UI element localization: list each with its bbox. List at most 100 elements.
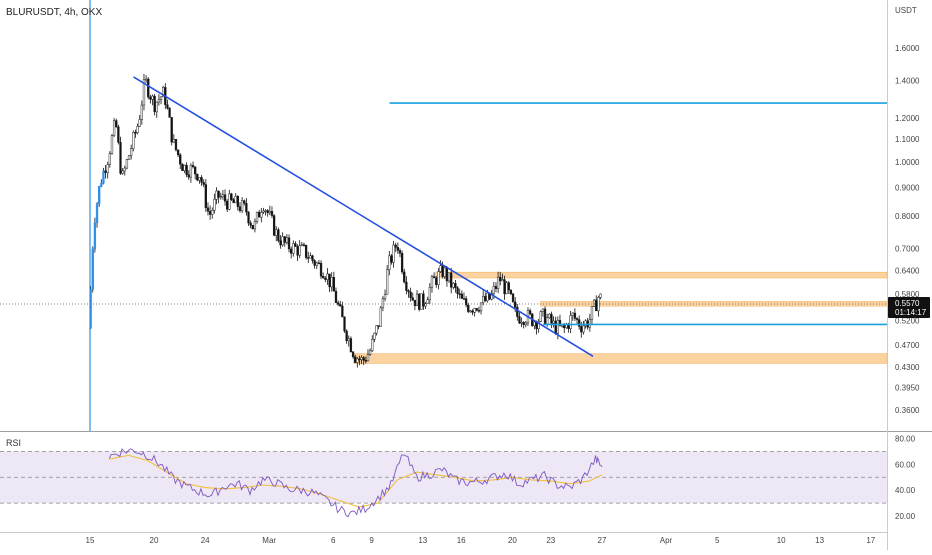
candle-up	[110, 135, 114, 154]
candle-up	[172, 139, 175, 143]
candle-up	[599, 293, 602, 298]
candle	[496, 271, 500, 294]
candle	[405, 276, 408, 295]
candle-up	[121, 170, 124, 174]
candle-down	[208, 210, 212, 215]
candle-down	[176, 149, 180, 156]
candle	[599, 293, 602, 300]
candle	[516, 303, 519, 321]
candle-up	[469, 310, 472, 313]
candle	[226, 198, 229, 213]
candle	[575, 317, 579, 325]
candle-down	[319, 262, 323, 277]
candle	[277, 227, 280, 243]
candle-down	[334, 290, 338, 303]
candle	[251, 224, 254, 230]
time-tick-label: 13	[418, 536, 427, 545]
candle-up	[571, 312, 574, 316]
candle	[415, 290, 419, 306]
time-tick-label: 23	[546, 536, 555, 545]
time-tick-label: 15	[86, 536, 95, 545]
candle	[117, 124, 120, 145]
current-price-tag	[888, 296, 930, 318]
candle	[189, 163, 193, 183]
candle-up	[189, 165, 193, 178]
candle-up	[486, 292, 489, 302]
candle	[366, 349, 370, 362]
candle	[155, 101, 158, 118]
candle-up	[548, 313, 551, 318]
candle-up	[552, 320, 555, 324]
candle	[232, 197, 235, 204]
candle	[275, 226, 278, 242]
candle-down	[460, 293, 463, 299]
candle-down	[441, 265, 444, 277]
candle	[435, 275, 438, 288]
time-tick-label: 20	[508, 536, 517, 545]
candle	[473, 307, 476, 317]
candle-up	[482, 296, 485, 304]
candle-down	[134, 132, 137, 134]
candle	[296, 244, 299, 261]
candle	[590, 306, 594, 325]
candle-up	[490, 293, 493, 300]
candle	[420, 293, 423, 310]
price-tick-label: 0.4300	[895, 363, 920, 372]
candle-down	[166, 104, 169, 109]
candle-up	[112, 120, 116, 136]
candle	[104, 165, 107, 179]
time-tick-label: 24	[201, 536, 210, 545]
candle	[202, 179, 205, 188]
descending-trendline	[133, 76, 594, 357]
rsi-tick-label: 40.00	[895, 486, 916, 495]
candle	[185, 162, 188, 178]
candle-down	[349, 338, 353, 353]
candle	[112, 117, 116, 138]
candle	[511, 293, 515, 303]
candle-up	[315, 262, 318, 266]
candle	[302, 242, 306, 247]
candle-down	[543, 308, 547, 325]
candle-down	[343, 316, 346, 332]
candle-down	[450, 272, 453, 288]
candle	[138, 115, 141, 128]
candle	[144, 75, 148, 83]
drawings-layer	[0, 0, 887, 431]
candle	[181, 163, 184, 171]
candle-down	[217, 190, 220, 198]
candle-down	[396, 247, 399, 251]
rsi-line	[108, 448, 603, 518]
candle-down	[477, 310, 481, 312]
candle-up	[368, 350, 372, 355]
candle-down	[514, 301, 517, 308]
candle-down	[287, 237, 291, 250]
candle-down	[394, 244, 397, 248]
candle	[541, 308, 545, 317]
candle-down	[153, 95, 156, 113]
candle	[174, 138, 178, 152]
zones-layer	[353, 271, 888, 364]
candle	[475, 308, 478, 312]
current-price-value: 0.5570	[895, 299, 920, 308]
candle-up	[569, 315, 572, 329]
candle-down	[341, 305, 344, 318]
candle-down	[196, 173, 199, 181]
candle-up	[281, 236, 284, 246]
candle	[130, 144, 133, 160]
candle-down	[499, 276, 502, 282]
candle	[236, 195, 239, 211]
candle	[149, 94, 152, 104]
candle	[147, 77, 150, 100]
candle	[588, 313, 591, 332]
candle-up	[125, 159, 129, 169]
candle	[208, 205, 212, 220]
price-tick-label: 1.0000	[895, 158, 920, 167]
candle	[307, 251, 310, 264]
candle-up	[392, 244, 395, 263]
rsi-tick-label: 20.00	[895, 512, 916, 521]
candle-up	[492, 286, 495, 294]
candle	[136, 123, 139, 135]
candle-up	[539, 311, 542, 322]
candle-down	[411, 297, 414, 301]
candle	[349, 336, 353, 353]
